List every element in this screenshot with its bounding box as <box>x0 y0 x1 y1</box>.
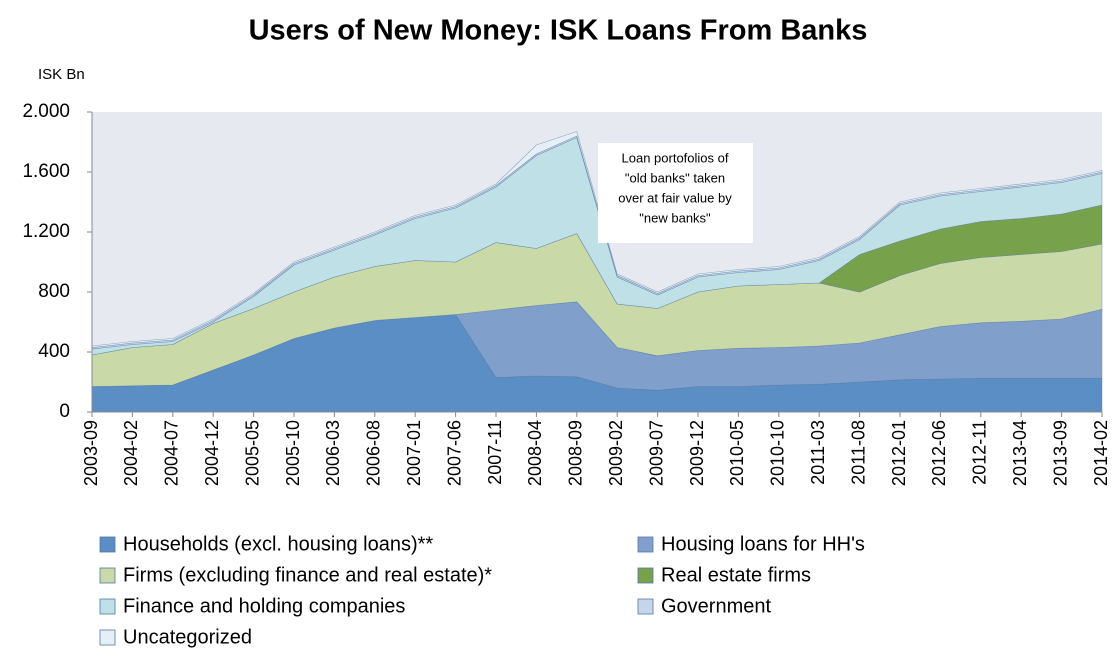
x-tick-label: 2008-04 <box>525 420 545 486</box>
y-tick-label: 400 <box>38 341 70 362</box>
x-tick-label: 2010-10 <box>768 420 788 486</box>
y-tick-label: 800 <box>38 281 70 302</box>
legend-label: Housing loans for HH's <box>661 533 865 555</box>
x-tick-label: 2012-01 <box>889 420 909 486</box>
x-tick-label: 2006-03 <box>323 420 343 486</box>
x-tick-label: 2007-06 <box>444 420 464 486</box>
x-tick-label: 2011-08 <box>848 420 868 485</box>
x-tick-label: 2013-04 <box>1010 420 1030 486</box>
y-tick-label: 0 <box>59 401 70 422</box>
legend-swatch <box>637 536 654 553</box>
x-tick-label: 2004-02 <box>121 420 141 486</box>
x-tick-label: 2012-06 <box>929 420 949 486</box>
legend-swatch <box>99 567 116 584</box>
chart-title: Users of New Money: ISK Loans From Banks <box>249 15 868 47</box>
x-tick-label: 2009-07 <box>646 420 666 486</box>
x-tick-label: 2003-09 <box>81 420 101 486</box>
annotation-text: Loan portofolios of <box>622 150 729 165</box>
legend-label: Households (excl. housing loans)** <box>123 533 433 555</box>
x-tick-label: 2011-03 <box>808 420 828 485</box>
legend-label: Firms (excluding finance and real estate… <box>123 564 492 586</box>
area <box>91 131 1103 348</box>
x-tick-label: 2010-05 <box>727 420 747 486</box>
annotation-text: "old banks" taken <box>625 170 725 185</box>
x-tick-label: 2006-08 <box>364 420 384 486</box>
legend-label: Real estate firms <box>661 564 811 586</box>
annotation-box <box>598 143 753 243</box>
x-tick-label: 2014-02 <box>1091 420 1111 486</box>
x-tick-label: 2013-09 <box>1050 420 1070 486</box>
x-tick-label: 2008-09 <box>566 420 586 486</box>
legend-swatch <box>99 629 116 646</box>
x-tick-label: 2007-01 <box>404 420 424 486</box>
x-tick-label: 2007-11 <box>485 420 505 485</box>
annotation-text: "new banks" <box>639 210 711 225</box>
legend-label: Uncategorized <box>123 626 252 648</box>
y-tick-label: 1.600 <box>22 161 70 182</box>
y-tick-label: 2.000 <box>22 101 70 122</box>
x-tick-label: 2004-12 <box>202 420 222 486</box>
legend-swatch <box>637 598 654 615</box>
y-axis-label: ISK Bn <box>38 66 85 83</box>
annotation-text: over at fair value by <box>618 190 732 205</box>
y-tick-label: 1.200 <box>22 221 70 242</box>
legend-label: Finance and holding companies <box>123 595 405 617</box>
legend-swatch <box>99 598 116 615</box>
legend-swatch <box>99 536 116 553</box>
x-tick-label: 2012-11 <box>970 420 990 485</box>
x-tick-label: 2005-10 <box>283 420 303 486</box>
x-tick-label: 2005-05 <box>242 420 262 486</box>
x-tick-label: 2009-02 <box>606 420 626 486</box>
x-tick-label: 2009-12 <box>687 420 707 486</box>
legend-label: Government <box>661 595 771 617</box>
legend-swatch <box>637 567 654 584</box>
x-tick-label: 2004-07 <box>162 420 182 486</box>
